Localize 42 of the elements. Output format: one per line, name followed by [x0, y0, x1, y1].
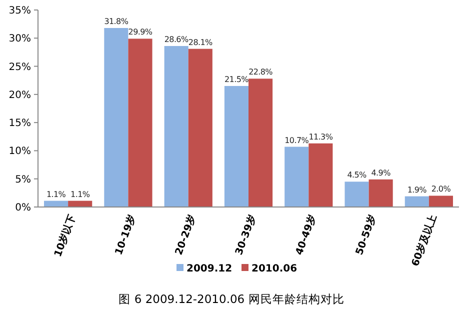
- bar: [224, 86, 248, 207]
- bar: [284, 146, 309, 207]
- data-label: 22.8%: [248, 68, 274, 77]
- x-tick-label: 40-49岁: [293, 213, 319, 257]
- x-tick-label: 60岁及以上: [409, 213, 440, 268]
- y-tick-label: 20%: [8, 90, 31, 101]
- data-label: 4.9%: [371, 168, 392, 178]
- data-label: 4.5%: [347, 170, 368, 180]
- legend-label: 2010.06: [252, 264, 298, 274]
- y-tick-label: 10%: [8, 146, 31, 158]
- bar: [164, 46, 188, 207]
- legend-label: 2009.12: [186, 264, 232, 274]
- data-label: 11.3%: [308, 132, 334, 142]
- data-label: 29.9%: [128, 28, 153, 37]
- bar: [428, 196, 453, 207]
- bar: [188, 48, 212, 207]
- bar: [404, 196, 429, 207]
- x-tick-label: 10岁以下: [52, 213, 78, 258]
- data-label: 28.6%: [164, 35, 189, 44]
- data-label: 1.1%: [46, 190, 66, 199]
- bar: [344, 182, 369, 207]
- bar: [248, 78, 273, 207]
- y-tick-label: 15%: [8, 118, 31, 130]
- x-tick-label: 30-39岁: [232, 213, 259, 257]
- data-label: 1.9%: [407, 185, 428, 194]
- bar: [308, 143, 333, 207]
- bar: [368, 179, 393, 207]
- y-tick-label: 0%: [15, 202, 31, 214]
- data-label: 21.5%: [224, 74, 250, 84]
- data-label: 2.0%: [431, 184, 452, 194]
- y-tick-label: 30%: [8, 34, 31, 45]
- data-label: 31.8%: [104, 17, 129, 26]
- y-tick-label: 25%: [8, 62, 31, 73]
- y-tick-label: 5%: [15, 174, 31, 186]
- data-label: 28.1%: [188, 38, 214, 47]
- bar: [128, 38, 152, 207]
- text: 图 6 2009.12-2010.06 网民年龄结构对比: [118, 292, 344, 306]
- x-tick-label: 10-19岁: [112, 213, 138, 257]
- bar: [104, 28, 128, 207]
- y-tick-label: 35%: [8, 6, 31, 16]
- data-label: 1.1%: [70, 190, 90, 199]
- data-label: 10.7%: [284, 136, 310, 145]
